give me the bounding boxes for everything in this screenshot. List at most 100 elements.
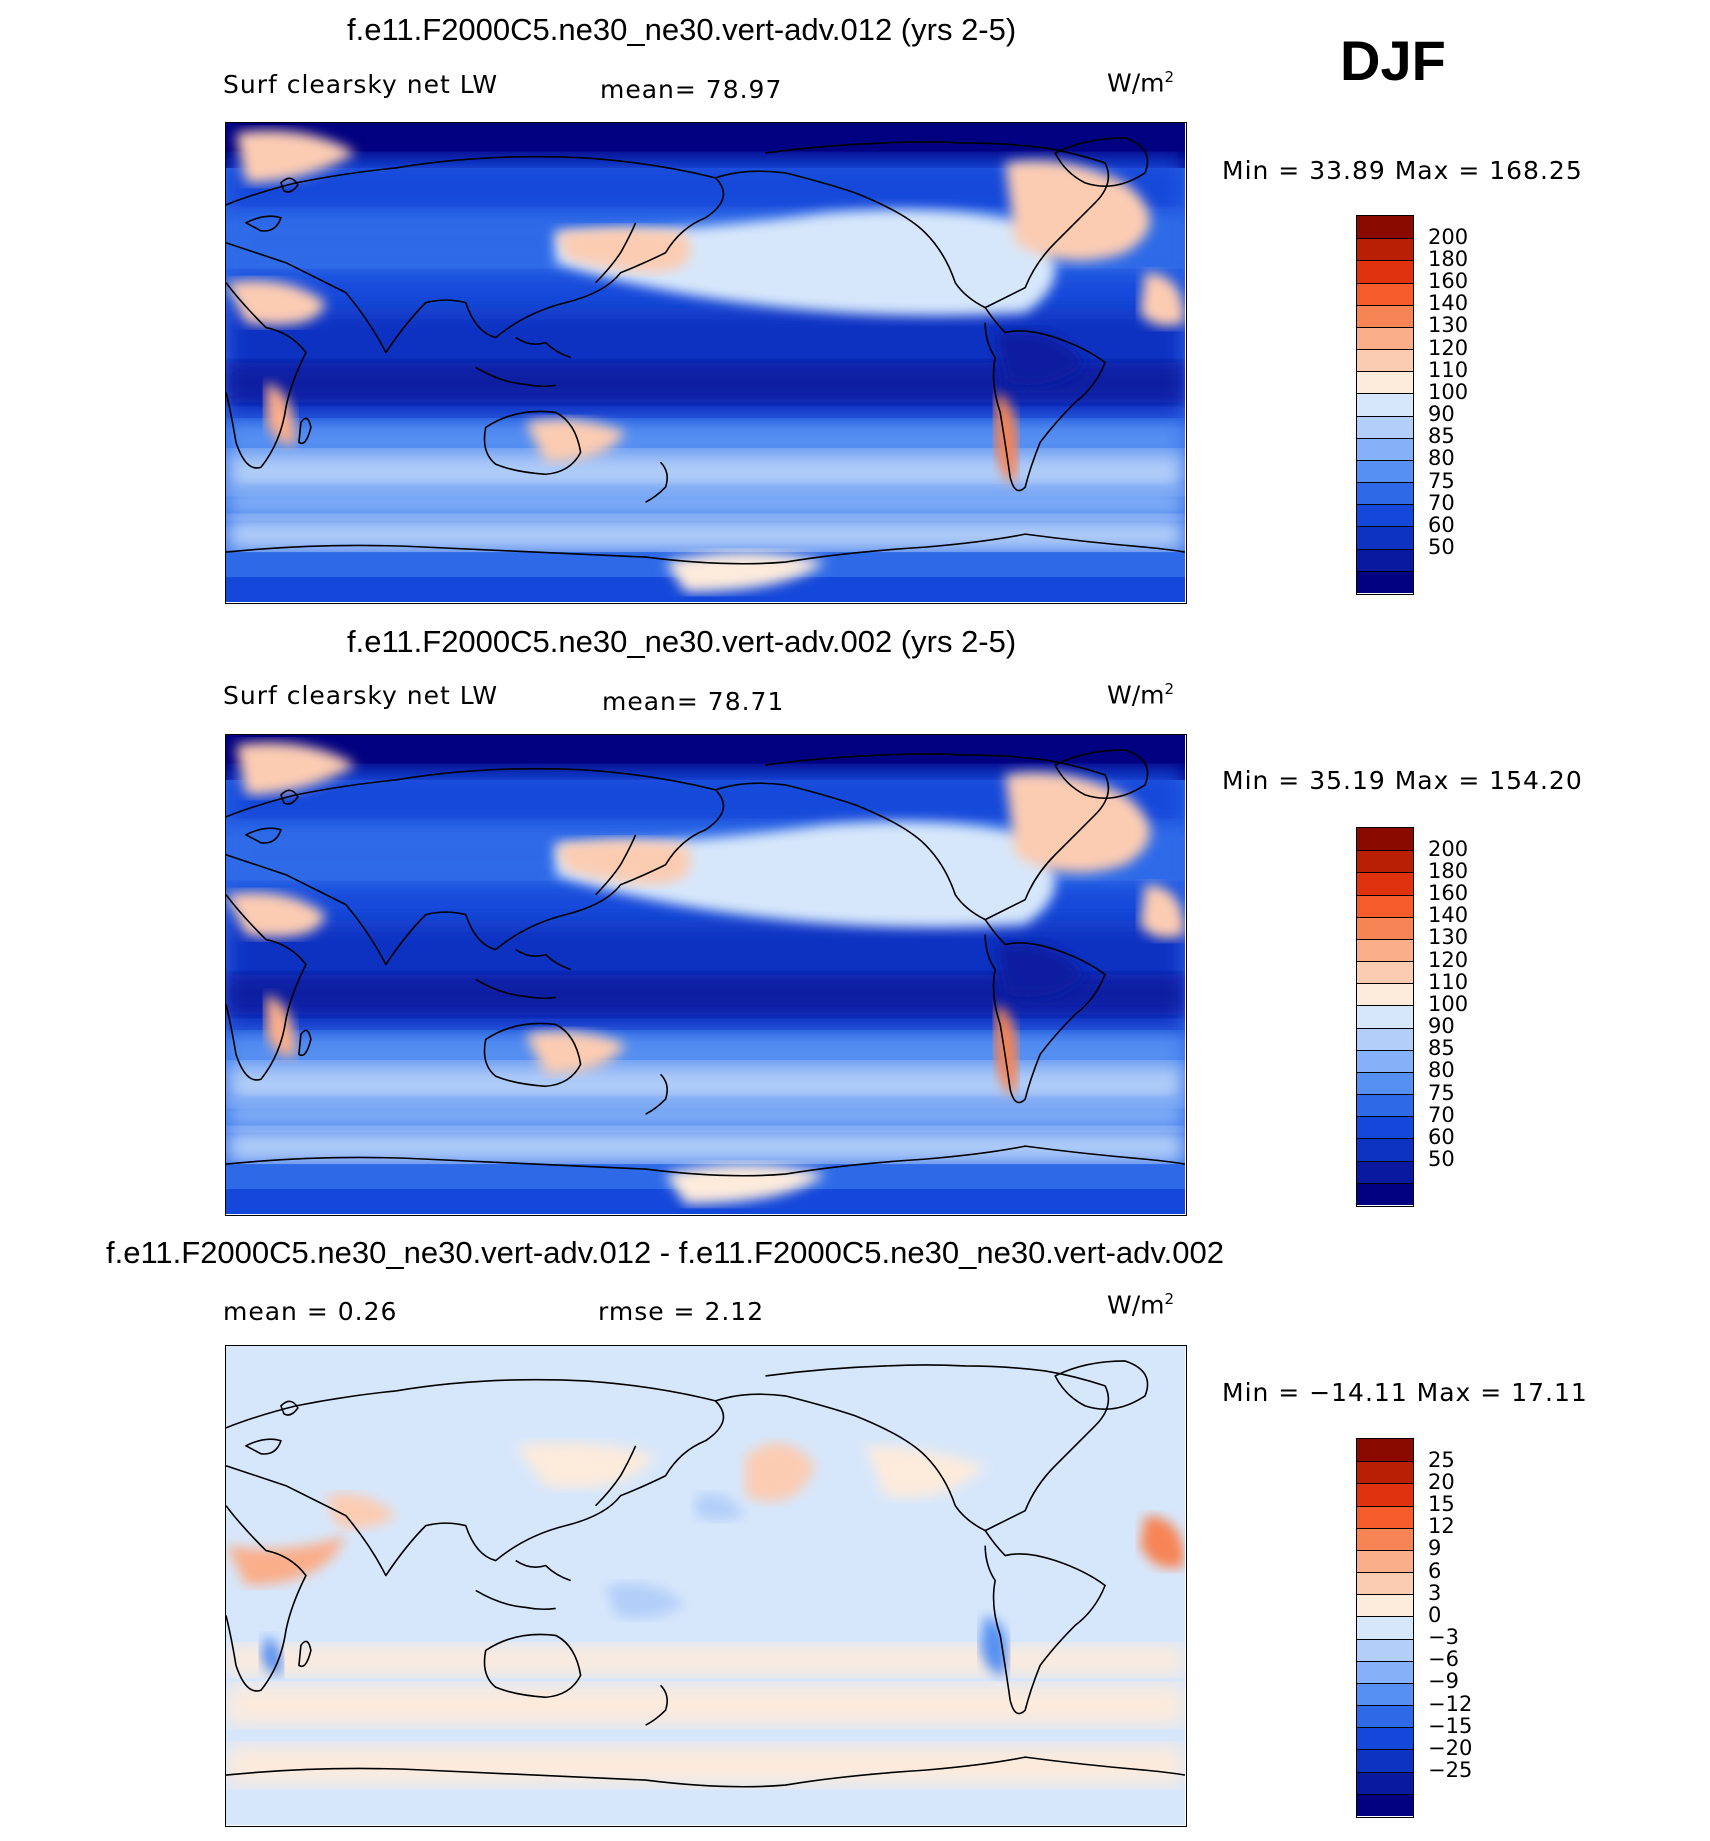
colorbar-tick-label: 130 bbox=[1428, 313, 1469, 338]
colorbar-tick-label: −15 bbox=[1428, 1713, 1473, 1738]
colorbar-swatch bbox=[1357, 1094, 1413, 1117]
panel-3-map bbox=[225, 1345, 1187, 1827]
colorbar-tick-label: −20 bbox=[1428, 1735, 1473, 1760]
colorbar-swatch bbox=[1357, 1682, 1413, 1706]
colorbar-tick-label: 100 bbox=[1428, 991, 1469, 1016]
panel-2-units: W/m2 bbox=[1107, 680, 1175, 710]
colorbar-swatch bbox=[1357, 1071, 1413, 1095]
colorbar-tick-label: 90 bbox=[1428, 402, 1455, 427]
panel-3-title: f.e11.F2000C5.ne30_ne30.vert-adv.012 - f… bbox=[106, 1235, 1224, 1270]
colorbar-tick-label: 110 bbox=[1428, 357, 1469, 382]
colorbar-swatch bbox=[1357, 504, 1413, 527]
panel-1-min-max: Min = 33.89 Max = 168.25 bbox=[1222, 156, 1583, 185]
colorbar-swatch bbox=[1357, 282, 1413, 305]
panel-2-variable-label: Surf clearsky net LW bbox=[223, 681, 499, 710]
colorbar-swatch bbox=[1357, 1483, 1413, 1506]
colorbar-tick-label: 50 bbox=[1428, 535, 1455, 560]
colorbar-swatch bbox=[1357, 349, 1413, 372]
colorbar-tick-label: 12 bbox=[1428, 1514, 1455, 1539]
panel-2-title: f.e11.F2000C5.ne30_ne30.vert-adv.002 (yr… bbox=[347, 624, 1017, 659]
colorbar-swatch bbox=[1357, 526, 1413, 549]
colorbar-tick-label: −3 bbox=[1428, 1625, 1459, 1650]
colorbar-tick-label: 85 bbox=[1428, 424, 1455, 449]
panel-2-colorbar bbox=[1356, 827, 1414, 1207]
colorbar-swatch bbox=[1357, 482, 1413, 505]
colorbar-swatch bbox=[1357, 1660, 1413, 1683]
colorbar-tick-label: 9 bbox=[1428, 1536, 1442, 1561]
colorbar-tick-label: 180 bbox=[1428, 246, 1469, 271]
colorbar-swatch bbox=[1357, 570, 1413, 593]
colorbar-swatch bbox=[1357, 850, 1413, 873]
season-label: DJF bbox=[1340, 29, 1446, 92]
colorbar-swatch bbox=[1357, 1027, 1413, 1050]
colorbar-tick-label: 140 bbox=[1428, 291, 1469, 316]
colorbar-swatch bbox=[1357, 1705, 1413, 1728]
panel-1-map bbox=[225, 122, 1187, 604]
colorbar-tick-label: 70 bbox=[1428, 490, 1455, 515]
colorbar-swatch bbox=[1357, 1727, 1413, 1750]
colorbar-swatch bbox=[1357, 1771, 1413, 1794]
colorbar-swatch bbox=[1357, 1505, 1413, 1528]
colorbar-swatch bbox=[1357, 415, 1413, 438]
colorbar-tick-label: 75 bbox=[1428, 1080, 1455, 1105]
colorbar-swatch bbox=[1357, 1461, 1413, 1484]
colorbar-tick-label: 85 bbox=[1428, 1036, 1455, 1061]
colorbar-tick-label: 160 bbox=[1428, 269, 1469, 294]
colorbar-swatch bbox=[1357, 1749, 1413, 1772]
colorbar-tick-label: −12 bbox=[1428, 1691, 1473, 1716]
colorbar-swatch bbox=[1357, 548, 1413, 571]
colorbar-swatch bbox=[1357, 1439, 1413, 1462]
colorbar-tick-label: 200 bbox=[1428, 836, 1469, 861]
colorbar-swatch bbox=[1357, 260, 1413, 283]
colorbar-tick-label: 6 bbox=[1428, 1558, 1442, 1583]
panel-3-units: W/m2 bbox=[1107, 1290, 1175, 1320]
colorbar-swatch bbox=[1357, 1138, 1413, 1161]
panel-2-map-svg bbox=[226, 735, 1185, 1214]
colorbar-swatch bbox=[1357, 437, 1413, 460]
panel-2-mean-label: mean= 78.71 bbox=[602, 687, 785, 716]
colorbar-swatch bbox=[1357, 216, 1413, 239]
colorbar-tick-label: 70 bbox=[1428, 1102, 1455, 1127]
colorbar-swatch bbox=[1357, 1049, 1413, 1072]
panel-1-map-svg bbox=[226, 123, 1185, 602]
colorbar-tick-label: 100 bbox=[1428, 379, 1469, 404]
colorbar-swatch bbox=[1357, 326, 1413, 350]
panel-1-units: W/m2 bbox=[1107, 68, 1175, 98]
panel-1-colorbar bbox=[1356, 215, 1414, 595]
panel-3-colorbar bbox=[1356, 1438, 1414, 1818]
colorbar-tick-label: −6 bbox=[1428, 1647, 1459, 1672]
panel-3-map-svg bbox=[226, 1346, 1185, 1825]
colorbar-swatch bbox=[1357, 459, 1413, 483]
colorbar-swatch bbox=[1357, 872, 1413, 895]
panel-2-min-max: Min = 35.19 Max = 154.20 bbox=[1222, 766, 1583, 795]
colorbar-swatch bbox=[1357, 916, 1413, 939]
colorbar-swatch bbox=[1357, 304, 1413, 327]
colorbar-tick-label: 0 bbox=[1428, 1602, 1442, 1627]
colorbar-tick-label: 120 bbox=[1428, 947, 1469, 972]
colorbar-swatch bbox=[1357, 1182, 1413, 1205]
colorbar-swatch bbox=[1357, 1638, 1413, 1661]
colorbar-tick-label: 140 bbox=[1428, 903, 1469, 928]
colorbar-swatch bbox=[1357, 1005, 1413, 1028]
colorbar-tick-label: 180 bbox=[1428, 858, 1469, 883]
colorbar-tick-label: 80 bbox=[1428, 446, 1455, 471]
colorbar-swatch bbox=[1357, 983, 1413, 1006]
colorbar-swatch bbox=[1357, 393, 1413, 416]
colorbar-tick-label: 80 bbox=[1428, 1058, 1455, 1083]
colorbar-swatch bbox=[1357, 1793, 1413, 1816]
colorbar-swatch bbox=[1357, 1572, 1413, 1595]
colorbar-swatch bbox=[1357, 938, 1413, 962]
panel-3-mean-label: mean = 0.26 bbox=[223, 1297, 398, 1326]
panel-1-title: f.e11.F2000C5.ne30_ne30.vert-adv.012 (yr… bbox=[347, 12, 1017, 47]
colorbar-swatch bbox=[1357, 1594, 1413, 1617]
panel-1-variable-label: Surf clearsky net LW bbox=[223, 70, 499, 99]
colorbar-tick-label: 20 bbox=[1428, 1469, 1455, 1494]
colorbar-tick-label: 60 bbox=[1428, 512, 1455, 537]
colorbar-tick-label: 75 bbox=[1428, 468, 1455, 493]
colorbar-tick-label: 15 bbox=[1428, 1492, 1455, 1517]
colorbar-tick-label: 200 bbox=[1428, 224, 1469, 249]
colorbar-swatch bbox=[1357, 1527, 1413, 1550]
panel-1-mean-label: mean= 78.97 bbox=[600, 75, 783, 104]
colorbar-tick-label: 110 bbox=[1428, 969, 1469, 994]
colorbar-swatch bbox=[1357, 894, 1413, 917]
